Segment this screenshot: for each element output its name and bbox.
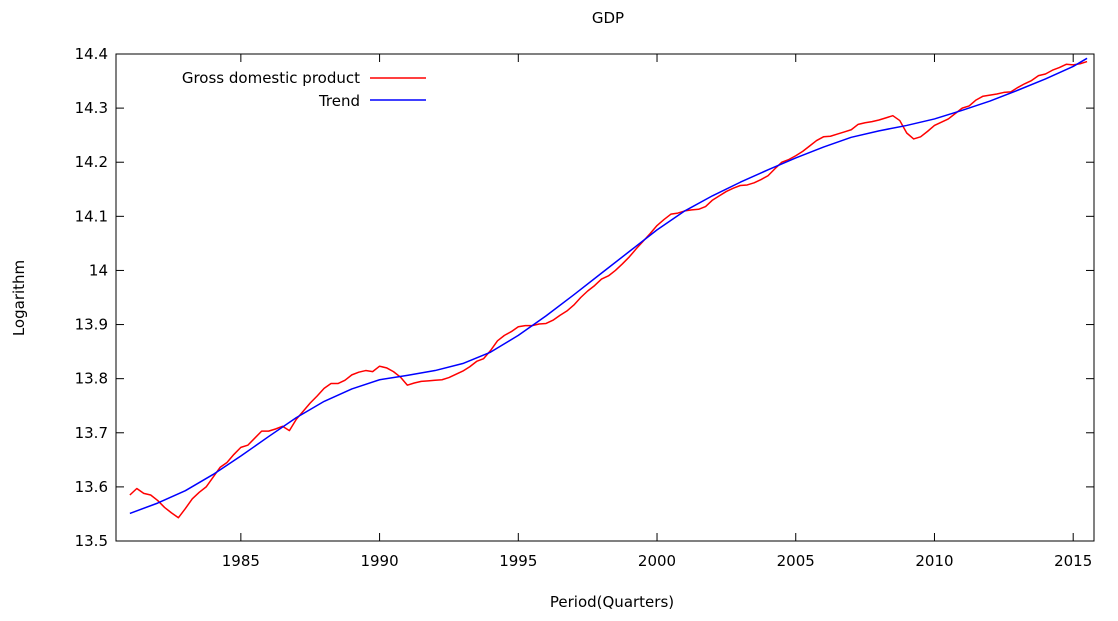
- legend-label-trend: Trend: [318, 92, 360, 110]
- legend: Gross domestic product Trend: [182, 69, 426, 110]
- x-tick-label: 1985: [222, 552, 260, 570]
- y-tick-label: 13.8: [75, 370, 108, 388]
- y-tick-label: 14: [89, 261, 108, 279]
- x-tick-label: 2015: [1054, 552, 1092, 570]
- legend-label-gdp: Gross domestic product: [182, 69, 360, 87]
- y-tick-label: 14.3: [75, 99, 108, 117]
- plot-frame: [115, 53, 1095, 542]
- y-tick-label: 13.6: [75, 478, 108, 496]
- x-tick-label: 1990: [360, 552, 398, 570]
- x-tick-label: 1995: [499, 552, 537, 570]
- y-axis-title: Logarithm: [10, 260, 28, 336]
- trend-series-line: [129, 57, 1088, 515]
- x-tick-label: 2005: [777, 552, 815, 570]
- y-tick-label: 14.4: [75, 45, 108, 63]
- chart-title: GDP: [592, 9, 624, 27]
- y-tick-label: 13.5: [75, 532, 108, 550]
- plot-area: 13.5 13.6 13.7 13.8 13.9 14 14.1 14.2 14.3 14.4 19…: [75, 45, 1095, 570]
- x-axis-title: Period(Quarters): [550, 593, 674, 611]
- y-tick-label: 14.1: [75, 207, 108, 225]
- y-tick-label: 13.7: [75, 424, 108, 442]
- x-tick-label: 2000: [638, 552, 676, 570]
- y-tick-label: 14.2: [75, 153, 108, 171]
- y-tick-label: 13.9: [75, 316, 108, 334]
- x-tick-label: 2010: [915, 552, 953, 570]
- gdp-series-line: [129, 60, 1088, 519]
